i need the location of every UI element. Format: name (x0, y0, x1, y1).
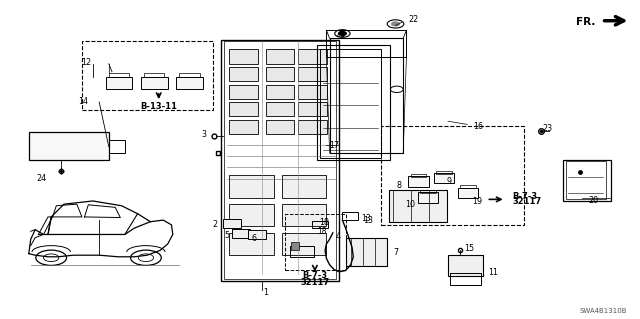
Bar (221, 40, 339, 281)
Bar (450, 273, 481, 285)
Bar (448, 255, 483, 276)
Bar (436, 171, 452, 174)
Text: 9: 9 (447, 177, 452, 186)
Text: B-13-11: B-13-11 (140, 102, 177, 111)
Bar (229, 67, 258, 81)
Bar (298, 67, 327, 81)
Bar (29, 132, 109, 160)
Bar (282, 175, 326, 198)
Text: 17: 17 (329, 141, 339, 150)
Bar (298, 102, 327, 116)
Bar (109, 73, 129, 77)
Bar (420, 190, 436, 193)
Bar (408, 176, 429, 187)
Text: 11: 11 (488, 268, 498, 277)
Bar (346, 238, 387, 266)
Text: 6: 6 (252, 234, 257, 243)
Bar (229, 49, 258, 64)
Bar (179, 73, 200, 77)
Text: 16: 16 (474, 122, 484, 131)
Circle shape (392, 22, 399, 26)
Text: FR.: FR. (576, 17, 595, 27)
Text: 20: 20 (589, 196, 599, 205)
Bar (282, 233, 326, 255)
Bar (566, 161, 606, 199)
Bar (458, 188, 478, 198)
Text: B-7-3: B-7-3 (512, 192, 537, 201)
Bar (298, 120, 327, 134)
Bar (232, 229, 250, 238)
Text: 32117: 32117 (300, 278, 330, 287)
Bar (317, 45, 390, 160)
Bar (229, 175, 274, 198)
Bar (298, 49, 327, 64)
Bar (229, 120, 258, 134)
Bar (229, 102, 258, 116)
Text: 18: 18 (317, 227, 326, 236)
Bar (224, 41, 336, 279)
Bar (320, 49, 381, 158)
Bar (266, 85, 294, 99)
Bar (411, 174, 426, 177)
Bar (266, 102, 294, 116)
Bar (266, 67, 294, 81)
Bar (266, 49, 294, 64)
Bar (144, 73, 164, 77)
Bar (389, 190, 447, 222)
Bar (229, 233, 274, 255)
Circle shape (339, 32, 346, 35)
Bar (109, 140, 125, 153)
Bar (418, 192, 438, 203)
Bar (223, 219, 241, 228)
Bar (282, 204, 326, 226)
Text: 22: 22 (408, 15, 419, 24)
Text: 19: 19 (472, 197, 483, 206)
Text: 7: 7 (394, 248, 399, 256)
Bar (291, 242, 299, 250)
Text: 13: 13 (364, 216, 374, 225)
Text: 23: 23 (543, 124, 553, 133)
Bar (266, 120, 294, 134)
Bar (326, 30, 406, 57)
Bar (342, 212, 358, 220)
Bar (381, 126, 524, 225)
Text: 5: 5 (224, 231, 229, 240)
Bar (434, 173, 454, 183)
Bar (298, 85, 327, 99)
Text: 21: 21 (335, 30, 346, 39)
Text: 4: 4 (335, 232, 340, 241)
Text: 2: 2 (212, 220, 218, 229)
Text: 14: 14 (78, 97, 88, 106)
Bar (285, 214, 346, 270)
Text: 12: 12 (81, 58, 91, 67)
Text: 24: 24 (36, 174, 46, 182)
Text: 10: 10 (404, 200, 415, 209)
Text: 32117: 32117 (512, 197, 541, 206)
Text: 3: 3 (201, 130, 206, 139)
Bar (290, 246, 314, 257)
Text: SWA4B1310B: SWA4B1310B (580, 308, 627, 314)
Bar (229, 204, 274, 226)
Bar (176, 77, 203, 89)
Bar (330, 38, 403, 153)
Bar (248, 230, 266, 239)
Text: B-7-3: B-7-3 (302, 271, 328, 280)
Text: 15: 15 (465, 244, 475, 253)
Bar (312, 221, 328, 228)
Bar (106, 77, 132, 89)
Text: 1: 1 (263, 288, 268, 297)
Text: 8: 8 (397, 181, 402, 190)
Bar (141, 77, 168, 89)
Bar (563, 160, 611, 201)
Bar (82, 41, 213, 110)
Bar (460, 185, 476, 188)
Text: 18: 18 (319, 218, 329, 227)
Bar (229, 85, 258, 99)
Text: 13: 13 (362, 214, 371, 223)
